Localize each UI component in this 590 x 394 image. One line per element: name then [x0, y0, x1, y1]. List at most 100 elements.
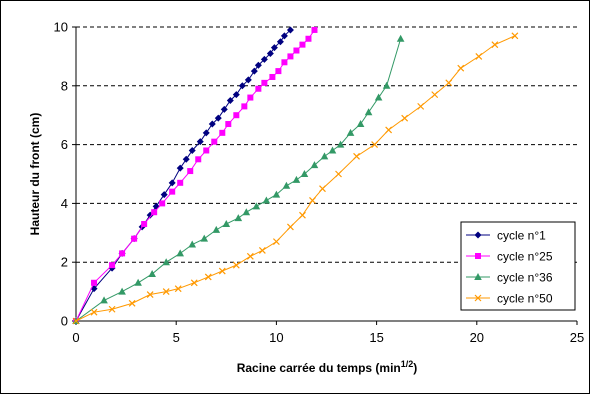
data-point-s2-5: [141, 220, 148, 227]
data-point-s3-25: [364, 108, 373, 116]
data-point-s4-3: [128, 299, 136, 307]
data-point-s1-8: [160, 191, 168, 199]
data-point-s2-10: [187, 168, 194, 175]
legend-label: cycle n°25: [497, 250, 553, 264]
data-point-s4-27: [475, 52, 483, 60]
y-tick-label-6: 6: [61, 137, 68, 152]
data-point-s1-20: [238, 82, 246, 90]
data-point-s3-21: [328, 146, 337, 154]
data-point-s3-11: [234, 214, 243, 222]
data-point-s4-8: [204, 273, 212, 281]
series-3: [72, 34, 405, 324]
data-point-s2-15: [225, 121, 232, 128]
data-point-s3-24: [356, 120, 365, 128]
data-point-s4-5: [162, 288, 170, 296]
data-point-s3-22: [336, 140, 345, 148]
data-point-s4-17: [319, 185, 326, 193]
data-point-s3-18: [300, 170, 309, 177]
series-line-1: [75, 29, 291, 322]
data-point-s2-24: [287, 53, 294, 60]
legend-swatch-marker: [474, 273, 482, 280]
data-point-s3-2: [118, 287, 126, 295]
data-point-s4-24: [431, 91, 439, 99]
data-point-s3-3: [134, 278, 142, 286]
data-point-s3-5: [162, 258, 170, 266]
data-point-s1-12: [188, 146, 196, 154]
data-point-s2-6: [151, 209, 158, 216]
data-point-s1-14: [202, 129, 210, 137]
legend-entry-2: cycle n°25: [466, 250, 553, 264]
data-point-s2-14: [219, 129, 226, 136]
series-4: [72, 32, 519, 325]
data-point-s2-16: [233, 112, 240, 119]
data-point-s4-26: [457, 64, 465, 72]
data-point-s2-21: [269, 73, 276, 80]
data-point-s3-12: [242, 208, 251, 216]
data-point-s3-14: [262, 196, 271, 204]
data-point-s4-2: [108, 305, 116, 313]
data-point-s3-17: [292, 175, 301, 183]
legend: cycle n°1 cycle n°25 cycle n°36 cycle n°50: [460, 221, 576, 311]
data-point-s1-13: [196, 138, 204, 146]
data-point-s4-25: [445, 79, 453, 87]
data-point-s3-20: [320, 152, 329, 160]
data-point-s3-9: [212, 225, 221, 233]
data-point-s1-10: [176, 164, 184, 172]
data-point-s4-1: [90, 308, 98, 316]
data-point-s2-12: [203, 147, 210, 154]
data-point-s2-3: [119, 250, 126, 257]
x-tick-label-5: 5: [173, 330, 180, 345]
data-point-s1-21: [244, 76, 252, 84]
tick-labels: 0 2 4 6 8 10 0 5 10 15 20 25: [54, 20, 585, 346]
data-point-s3-27: [382, 81, 391, 89]
x-tick-label-0: 0: [72, 330, 79, 345]
data-point-s4-10: [232, 261, 240, 269]
data-point-s1-18: [226, 97, 234, 104]
data-point-s3-16: [282, 181, 291, 189]
x-tick-label-25: 25: [570, 330, 584, 345]
data-point-s3-10: [222, 219, 231, 227]
data-point-s3-7: [188, 240, 197, 248]
data-point-s4-9: [218, 267, 226, 275]
data-point-s4-19: [353, 152, 360, 160]
y-tick-label-4: 4: [61, 196, 68, 211]
data-point-s4-7: [190, 279, 198, 287]
y-axis-title: Hauteur du front (cm): [28, 113, 42, 236]
data-point-s2-11: [195, 156, 202, 163]
data-point-s3-13: [252, 202, 261, 210]
data-point-s1-25: [266, 49, 274, 57]
data-point-s3-15: [272, 190, 281, 198]
data-point-s2-28: [311, 26, 318, 33]
data-point-s4-18: [335, 170, 342, 178]
data-point-s4-6: [174, 285, 182, 293]
data-point-s2-1: [91, 279, 98, 286]
series-2: [73, 26, 318, 324]
legend-entry-4: cycle n°50: [466, 292, 553, 306]
data-point-s1-11: [182, 155, 190, 163]
data-point-s1-16: [214, 114, 222, 122]
data-point-s2-9: [177, 179, 184, 186]
data-point-s2-18: [247, 94, 254, 101]
data-point-s4-21: [385, 126, 393, 134]
legend-swatch-marker: [474, 294, 482, 302]
data-point-s1-23: [254, 61, 262, 69]
y-tick-label-10: 10: [54, 20, 68, 35]
x-tick-label-15: 15: [369, 330, 383, 345]
series-1: [72, 26, 294, 325]
data-point-s4-16: [309, 197, 316, 204]
data-point-s3-28: [396, 34, 405, 42]
data-point-s2-27: [305, 35, 312, 42]
data-point-s3-4: [148, 269, 156, 277]
data-point-s2-8: [169, 188, 176, 195]
data-point-s3-26: [374, 93, 383, 101]
legend-label: cycle n°1: [497, 229, 546, 243]
data-point-s4-12: [258, 247, 266, 254]
y-tick-label-8: 8: [61, 78, 68, 93]
series: [72, 26, 519, 325]
data-point-s1-17: [220, 105, 228, 113]
y-tick-label-2: 2: [61, 255, 68, 270]
data-point-s4-20: [371, 141, 379, 149]
data-point-s2-22: [275, 68, 282, 75]
